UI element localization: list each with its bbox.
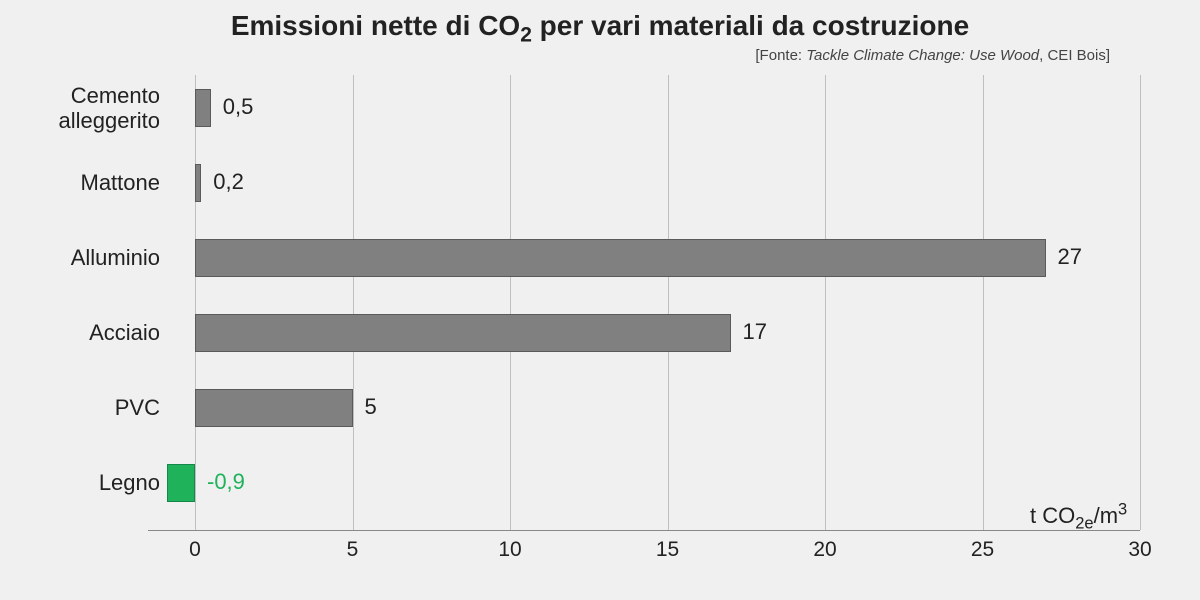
- category-label: Mattone: [0, 170, 160, 195]
- gridline: [353, 75, 354, 530]
- category-label: Legno: [0, 470, 160, 495]
- category-label: Acciaio: [0, 320, 160, 345]
- gridline: [983, 75, 984, 530]
- bar: [195, 314, 731, 352]
- superscript: 3: [1118, 501, 1127, 519]
- value-label: 27: [1058, 244, 1082, 270]
- x-tick-label: 20: [795, 538, 855, 562]
- value-label: 17: [743, 319, 767, 345]
- bar: [195, 389, 353, 427]
- bar: [195, 239, 1046, 277]
- x-tick-label: 25: [953, 538, 1013, 562]
- x-tick-label: 15: [638, 538, 698, 562]
- x-tick-label: 0: [165, 538, 225, 562]
- value-label: -0,9: [207, 469, 245, 495]
- gridline: [668, 75, 669, 530]
- x-tick-label: 30: [1110, 538, 1170, 562]
- bar: [167, 464, 195, 502]
- value-label: 0,2: [213, 169, 244, 195]
- bar: [195, 164, 201, 202]
- value-label: 0,5: [223, 94, 254, 120]
- gridline: [1140, 75, 1141, 530]
- x-tick-label: 10: [480, 538, 540, 562]
- gridline: [825, 75, 826, 530]
- category-label: PVC: [0, 395, 160, 420]
- category-label: Cementoalleggerito: [0, 83, 160, 134]
- gridline: [195, 75, 196, 530]
- x-axis-title: t CO2e/m3: [1030, 503, 1127, 529]
- value-label: 5: [365, 394, 377, 420]
- x-axis-baseline: [148, 530, 1140, 531]
- plot-area: 0 5 10 15 20 25 30 0,5 Cementoalleggerito 0,2 Matt…: [0, 0, 1200, 600]
- category-label: Alluminio: [0, 245, 160, 270]
- x-tick-label: 5: [323, 538, 383, 562]
- chart-container: Emissioni nette di CO2 per vari material…: [0, 0, 1200, 600]
- subscript: 2e: [1075, 514, 1093, 532]
- gridline: [510, 75, 511, 530]
- bar: [195, 89, 211, 127]
